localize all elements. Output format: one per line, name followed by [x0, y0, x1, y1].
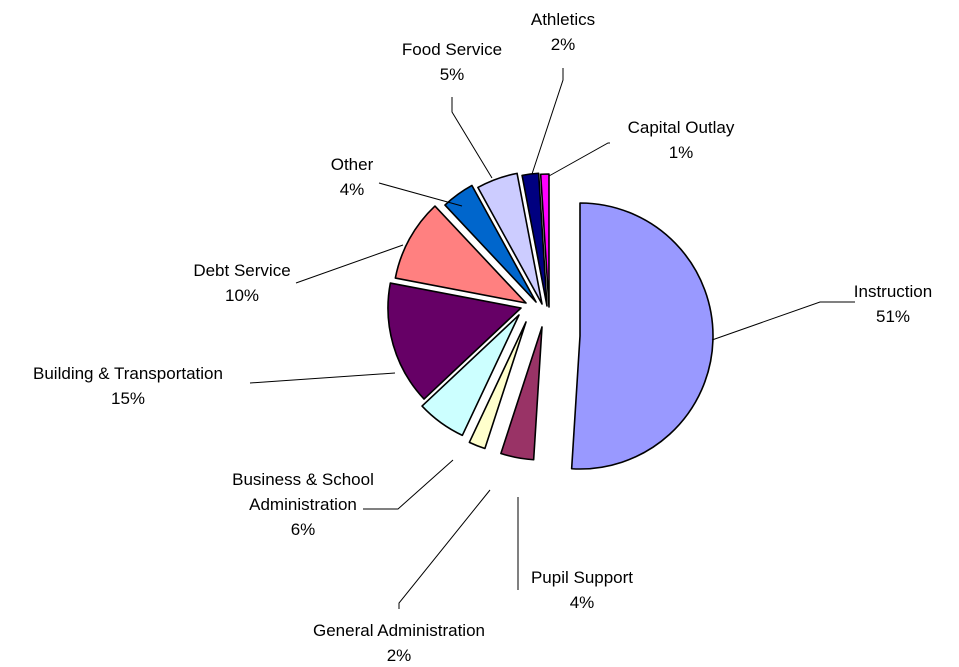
- pie-slice-food-service: [477, 172, 543, 305]
- pie-slice-pupil-support: [500, 326, 543, 461]
- pie-slice-capital-outlay: [539, 173, 550, 308]
- pie-slice-other: [444, 184, 537, 303]
- data-label-other: Other 4%: [331, 155, 374, 199]
- slice-value-label: 1%: [669, 143, 694, 162]
- slice-value-label: 4%: [570, 593, 595, 612]
- leader-line-business-school-administration: [363, 459, 454, 510]
- data-label-pupil-support: Pupil Support 4%: [531, 568, 633, 612]
- leader-line-general-administration: [398, 489, 491, 609]
- pie-slice-athletics: [521, 172, 548, 307]
- slice-name-label: Food Service: [402, 40, 502, 59]
- slice-name-label: Business & School Administration: [232, 470, 374, 514]
- slice-value-label: 15%: [111, 389, 145, 408]
- data-label-building-transportation: Building & Transportation 15%: [33, 364, 223, 408]
- data-label-instruction: Instruction 51%: [854, 282, 932, 326]
- data-label-general-administration: General Administration 2%: [313, 621, 485, 665]
- slice-name-label: Building & Transportation: [33, 364, 223, 383]
- leader-line-building-transportation: [249, 372, 396, 384]
- pie-slice-debt-service: [394, 205, 527, 304]
- slice-value-label: 5%: [440, 65, 465, 84]
- slice-value-label: 51%: [876, 307, 910, 326]
- slice-name-label: Instruction: [854, 282, 932, 301]
- slice-name-label: Athletics: [531, 10, 595, 29]
- slice-name-label: Capital Outlay: [628, 118, 735, 137]
- pie-slice-instruction: [570, 202, 714, 470]
- leader-line-capital-outlay: [548, 142, 610, 177]
- slice-name-label: Debt Service: [193, 261, 290, 280]
- data-label-capital-outlay: Capital Outlay 1%: [628, 118, 735, 162]
- slice-name-label: General Administration: [313, 621, 485, 640]
- slice-value-label: 4%: [340, 180, 365, 199]
- pie-slice-business-school-administration: [421, 314, 520, 437]
- leader-line-debt-service: [295, 244, 404, 284]
- slice-value-label: 10%: [225, 286, 259, 305]
- leader-line-food-service: [451, 97, 493, 179]
- slice-value-label: 6%: [291, 520, 316, 539]
- data-label-business-school-administration: Business & School Administration 6%: [232, 470, 374, 539]
- leader-line-instruction: [711, 301, 855, 341]
- data-label-food-service: Food Service 5%: [402, 40, 502, 84]
- pie-slice-building-transportation: [387, 282, 522, 400]
- data-label-debt-service: Debt Service 10%: [193, 261, 290, 305]
- leader-line-other: [378, 182, 463, 207]
- slice-name-label: Pupil Support: [531, 568, 633, 587]
- leader-line-athletics: [531, 68, 564, 175]
- slice-name-label: Other: [331, 155, 374, 174]
- data-label-athletics: Athletics 2%: [531, 10, 595, 54]
- pie-slice-general-administration: [468, 321, 527, 450]
- slice-value-label: 2%: [387, 646, 412, 665]
- slice-value-label: 2%: [551, 35, 576, 54]
